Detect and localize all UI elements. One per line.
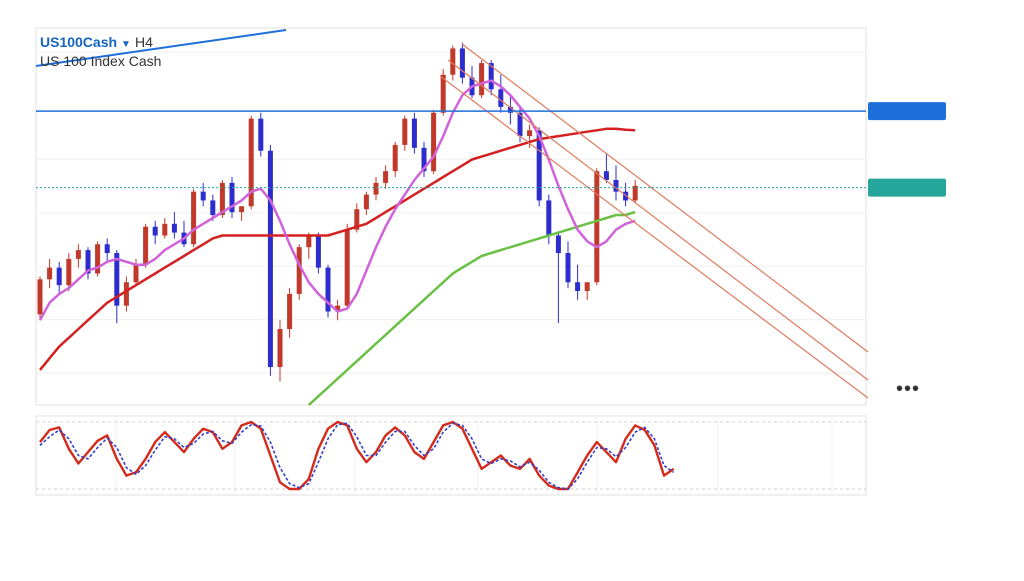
candle-bear: [85, 250, 91, 274]
timeframe-label[interactable]: H4: [134, 34, 153, 50]
candle-bear: [421, 147, 427, 172]
candle-bull: [383, 171, 389, 183]
candle-bull: [219, 182, 225, 216]
candle-bull: [344, 229, 350, 306]
price-panel-frame: [35, 27, 867, 406]
candle-bear: [546, 200, 552, 236]
symbol-name[interactable]: US100Cash: [40, 34, 118, 50]
candle-bull: [287, 293, 293, 330]
caret-down-icon[interactable]: ▼: [121, 39, 131, 50]
candle-bear: [603, 171, 609, 180]
candle-bear: [315, 235, 321, 268]
candle-bull: [133, 264, 139, 283]
candle-bear: [555, 235, 561, 254]
candle-bull: [392, 144, 398, 172]
candle-bear: [411, 118, 417, 148]
ma-fast-line: [38, 79, 636, 321]
candle-bear: [152, 226, 158, 236]
grid: [35, 27, 867, 496]
candle-bull: [354, 209, 360, 230]
candle-bull: [306, 235, 312, 248]
candle-bull: [527, 130, 533, 137]
candle-bull: [143, 226, 149, 265]
candle-bear: [507, 106, 513, 113]
candle-bull: [248, 118, 254, 207]
candle-bull: [479, 63, 485, 96]
candle-bear: [258, 118, 264, 151]
candle-bear: [114, 253, 120, 306]
candle-bull: [95, 244, 101, 274]
candle-bull: [162, 223, 168, 236]
ma-mid-line: [39, 127, 636, 371]
candle-bear: [498, 89, 504, 107]
candle-bear: [575, 282, 581, 292]
candle-bull: [47, 267, 53, 280]
candle-bear: [565, 253, 571, 283]
candle-bear: [210, 200, 216, 216]
candle-bear: [104, 244, 110, 254]
candle-bull: [431, 112, 437, 172]
candle-bull: [277, 329, 283, 368]
channel-line: [461, 43, 869, 353]
channel-line: [447, 59, 869, 381]
hline-price-tag: [868, 102, 946, 121]
current-price-tag: [868, 178, 946, 197]
price-tags-group: [868, 102, 946, 197]
candle-bull: [450, 48, 456, 75]
candle-bull: [632, 185, 638, 201]
candle-bear: [325, 267, 331, 312]
candle-bear: [459, 48, 465, 78]
ma-slow-line: [307, 210, 636, 406]
candle-bear: [517, 112, 523, 137]
candle-bull: [66, 258, 72, 286]
stoch-d-line: [39, 422, 675, 490]
trend-line: [35, 29, 287, 67]
stochastic-group: [39, 420, 675, 491]
candle-bull: [191, 191, 197, 245]
candle-bear: [56, 267, 62, 286]
candle-bull: [37, 279, 43, 315]
candle-bear: [488, 63, 494, 90]
candle-bear: [613, 179, 619, 192]
candle-bull: [335, 305, 341, 312]
candle-bull: [584, 282, 590, 292]
stoch-k-line: [39, 420, 675, 491]
candle-bull: [440, 74, 446, 113]
candle-bear: [536, 130, 542, 201]
candle-bull: [296, 247, 302, 294]
candle-bear: [229, 182, 235, 213]
candle-bull: [402, 118, 408, 145]
candle-bull: [75, 250, 81, 259]
candle-bull: [123, 282, 129, 306]
candle-bear: [200, 191, 206, 201]
symbol-header: US100Cash ▼ H4 US 100 Index Cash: [40, 34, 161, 70]
stoch-panel-frame: [35, 415, 867, 496]
symbol-description: US 100 Index Cash: [40, 53, 162, 69]
channel-line: [439, 75, 869, 399]
overlays-group: [35, 29, 869, 406]
candle-bull: [373, 182, 379, 195]
candle-bull: [594, 171, 600, 283]
candles-group: [37, 42, 638, 382]
candle-bear: [267, 150, 273, 368]
candle-bull: [363, 194, 369, 210]
candle-bear: [171, 223, 177, 233]
candle-bull: [239, 206, 245, 213]
more-options-icon[interactable]: •••: [896, 378, 921, 400]
